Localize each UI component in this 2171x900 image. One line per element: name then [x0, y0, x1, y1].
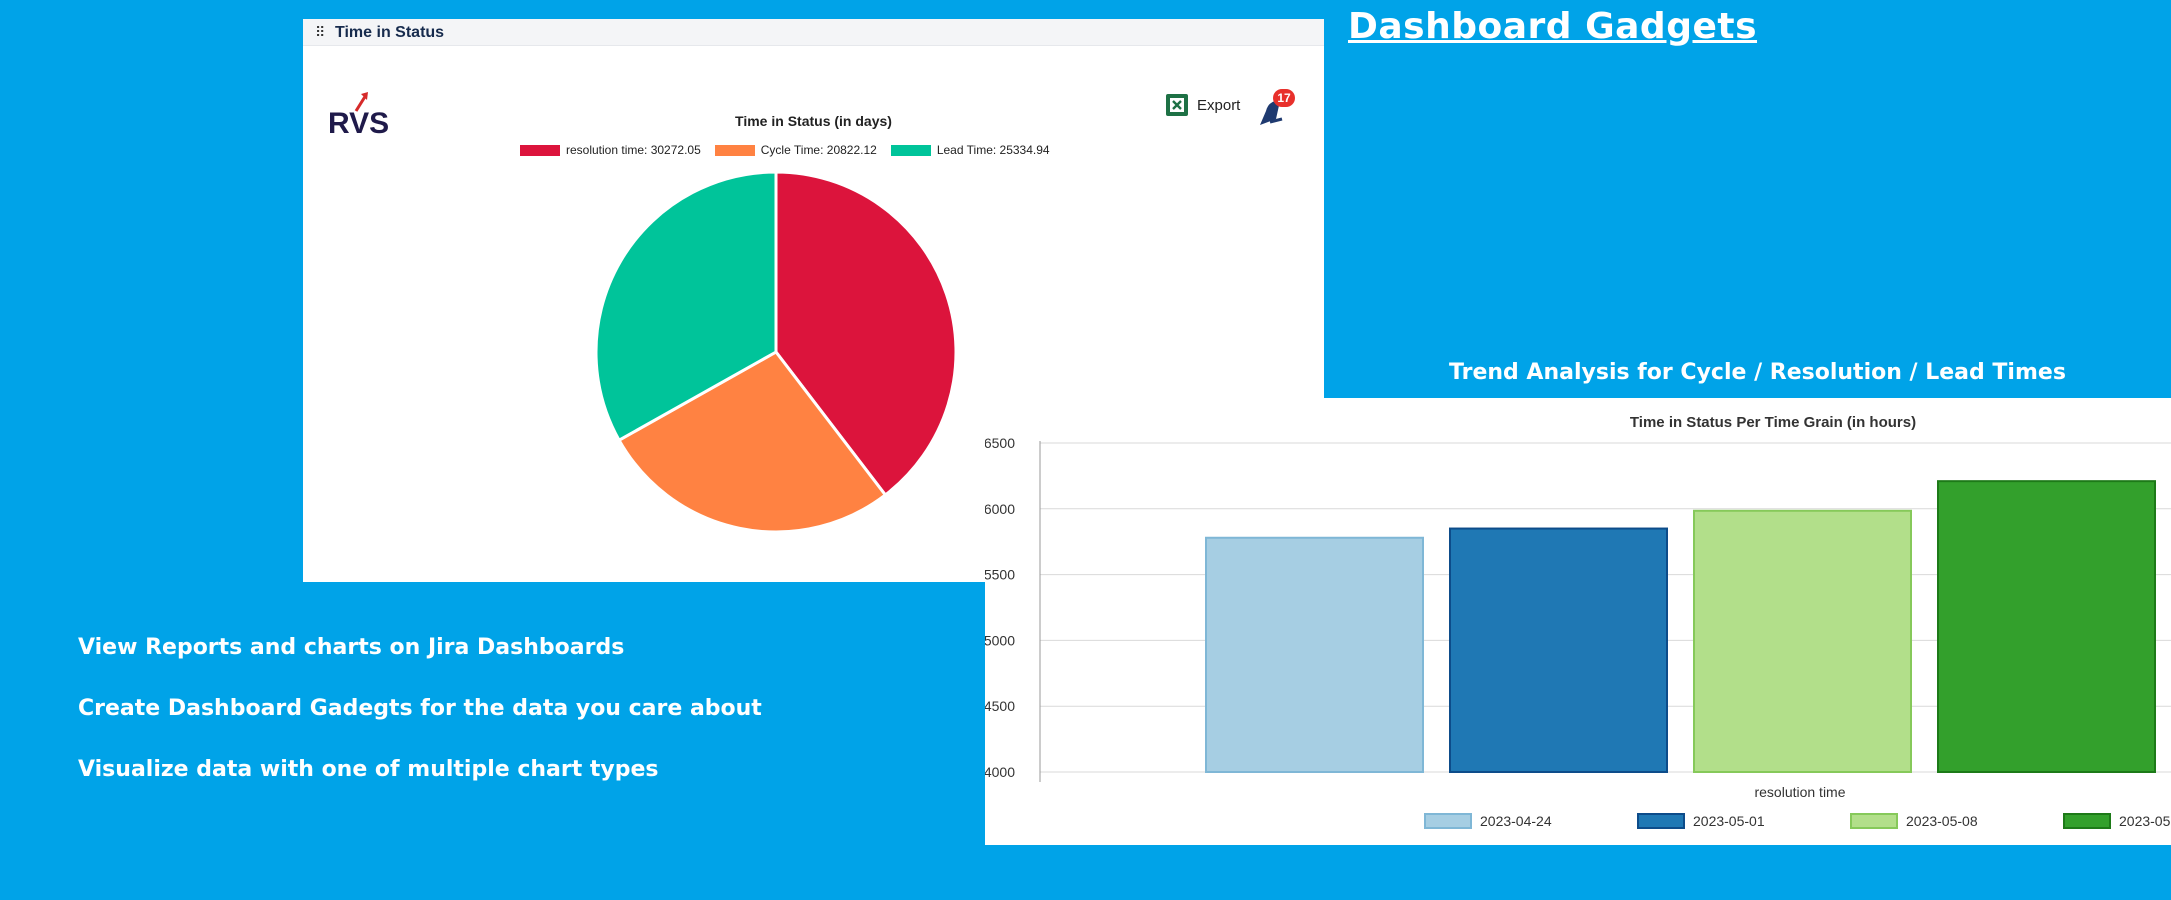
excel-icon [1166, 94, 1188, 116]
pie-slice-resolution-time[interactable] [774, 170, 958, 498]
time-in-status-gadget: ⠿ Time in Status RVS Export 17 Time in S… [303, 19, 1324, 582]
gadget-title: Time in Status [335, 24, 445, 41]
pie-slice-lead-time[interactable] [594, 170, 778, 443]
pie-chart [594, 170, 958, 534]
bar-legend-label[interactable]: 2023-05-15 [2119, 813, 2171, 829]
trend-bar-gadget: Time in Status Per Time Grain (in hours)… [985, 398, 2171, 845]
bar-legend-label[interactable]: 2023-04-24 [1480, 813, 1552, 829]
feature-list: View Reports and charts on Jira Dashboar… [78, 634, 762, 817]
bar-2023-05-01[interactable] [1449, 527, 1668, 773]
bar-2023-04-24[interactable] [1205, 536, 1424, 773]
legend-label: Cycle Time: 20822.12 [760, 143, 877, 157]
bar-chart: Time in Status Per Time Grain (in hours)… [985, 414, 2171, 829]
y-tick-label: 15000 [985, 632, 1015, 648]
notification-badge: 17 [1273, 89, 1295, 107]
pie-legend-item[interactable]: Lead Time: 25334.94 [890, 143, 1050, 157]
legend-label: Lead Time: 25334.94 [936, 143, 1050, 157]
bar-chart-title: Time in Status Per Time Grain (in hours) [1630, 414, 1916, 431]
legend-swatch[interactable] [1424, 813, 1472, 829]
export-button[interactable]: Export [1165, 92, 1240, 118]
bar-2023-05-08[interactable] [1693, 509, 1912, 774]
legend-swatch [520, 144, 560, 156]
feature-item: Visualize data with one of multiple char… [78, 757, 659, 782]
pie-legend-item[interactable]: Cycle Time: 20822.12 [714, 143, 877, 157]
pie-slice-cycle-time[interactable] [617, 350, 888, 534]
drag-handle-icon[interactable]: ⠿ [315, 24, 326, 40]
gadget-titlebar[interactable]: ⠿ Time in Status [303, 19, 1324, 46]
trend-heading: Trend Analysis for Cycle / Resolution / … [1449, 360, 2066, 385]
y-tick-label: 16500 [985, 435, 1015, 451]
y-tick-label: 15500 [985, 567, 1015, 583]
x-axis-label: resolution time [1754, 784, 1845, 800]
y-tick-label: 16000 [985, 501, 1015, 517]
pie-legend-item[interactable]: resolution time: 30272.05 [520, 143, 701, 157]
bar-2023-05-15[interactable] [1937, 480, 2156, 773]
bell-icon[interactable] [1256, 89, 1296, 129]
y-tick-label: 14500 [985, 698, 1015, 714]
legend-swatch [714, 144, 755, 156]
legend-swatch[interactable] [1850, 813, 1898, 829]
feature-item: Create Dashboard Gadegts for the data yo… [78, 696, 762, 721]
feature-item: View Reports and charts on Jira Dashboar… [78, 635, 625, 660]
bar-legend-label[interactable]: 2023-05-01 [1693, 813, 1765, 829]
legend-swatch [890, 144, 931, 156]
legend-label: resolution time: 30272.05 [566, 143, 701, 157]
export-label: Export [1197, 96, 1241, 114]
legend-swatch[interactable] [1637, 813, 1685, 829]
legend-swatch[interactable] [2063, 813, 2111, 829]
page-heading: Dashboard Gadgets [1348, 6, 1758, 47]
pie-legend: resolution time: 30272.05 Cycle Time: 20… [520, 143, 1064, 157]
y-tick-label: 14000 [985, 764, 1015, 780]
bar-legend-label[interactable]: 2023-05-08 [1906, 813, 1978, 829]
rvs-logo-text: RVS [328, 107, 389, 140]
pie-chart-title: Time in Status (in days) [735, 113, 892, 129]
rvs-logo: RVS [328, 92, 389, 140]
